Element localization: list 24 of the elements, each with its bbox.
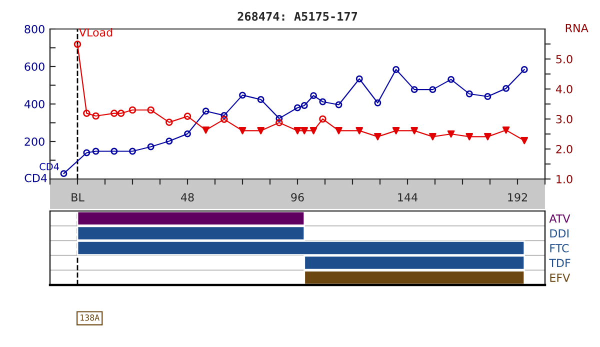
y-tick-label: DDI bbox=[550, 229, 568, 238]
y-tick-label: TDF bbox=[549, 258, 570, 268]
y2-tick-label: 4.0 bbox=[556, 84, 572, 94]
x-tick-label: 48 bbox=[180, 193, 194, 202]
y-tick-label: 400 bbox=[24, 100, 44, 108]
y-tick-label: 800 bbox=[24, 24, 44, 34]
x-tick-label: BL bbox=[72, 193, 84, 202]
series-label: VLoad bbox=[78, 28, 112, 37]
x-tick-label: 144 bbox=[398, 193, 418, 202]
y2-axis-title: RNA bbox=[566, 24, 588, 32]
y-tick-label: 600 bbox=[24, 62, 44, 71]
y-tick-label: FTC bbox=[550, 244, 569, 252]
y-tick-label: EFV bbox=[550, 274, 570, 282]
y-tick-label: 200 bbox=[24, 137, 44, 146]
y2-tick-label: 2.0 bbox=[556, 144, 572, 154]
y2-tick-label: 5.0 bbox=[556, 54, 572, 64]
x-tick-label: 96 bbox=[291, 193, 304, 202]
x-tick-label: 192 bbox=[508, 193, 527, 202]
y-axis-title: CD4 bbox=[24, 174, 47, 182]
y2-tick-label: 3.0 bbox=[556, 114, 572, 124]
y2-tick-label: 1.0 bbox=[556, 174, 572, 184]
y-tick-label: ATV bbox=[549, 214, 570, 223]
text: 138A bbox=[80, 314, 100, 321]
chart-title: 268474: A5175-177 bbox=[238, 12, 358, 21]
